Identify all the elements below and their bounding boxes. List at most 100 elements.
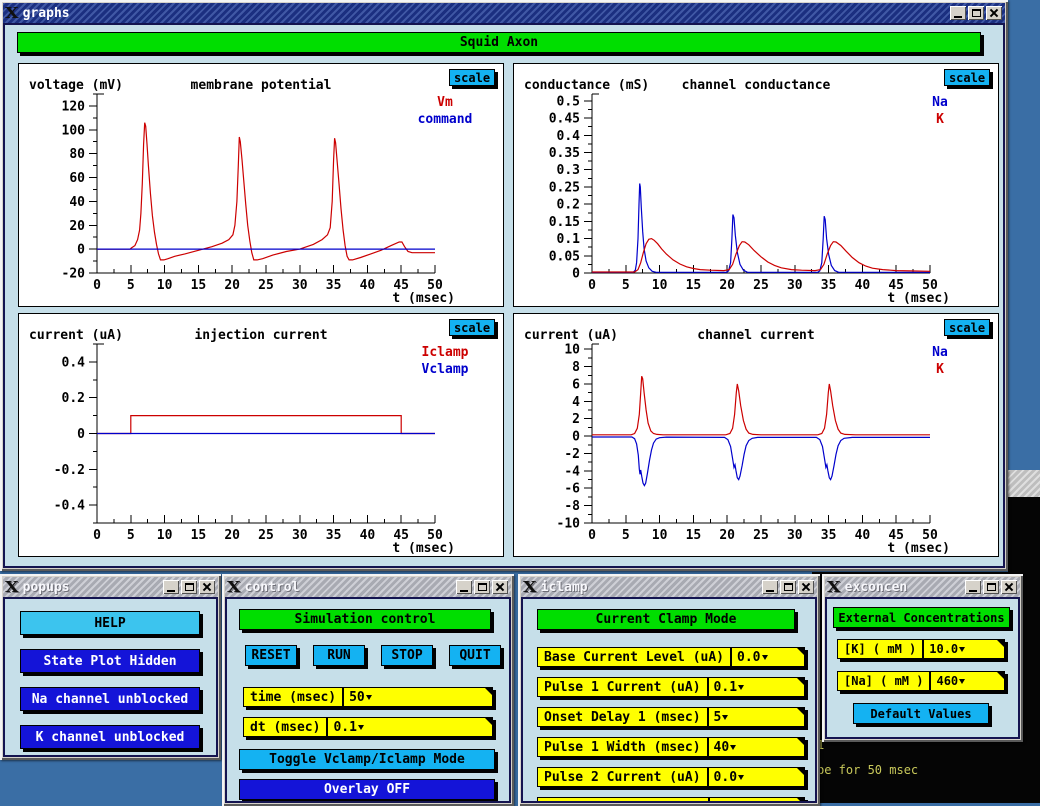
svg-text:-0.2: -0.2 — [54, 463, 85, 478]
pulse2-current-input[interactable]: 0.0 — [708, 768, 805, 786]
stop-button[interactable]: STOP — [381, 645, 433, 666]
base-current-field-row: Base Current Level (uA) 0.0 — [537, 647, 805, 667]
minimize-button[interactable] — [762, 580, 778, 594]
x-logo-icon: X — [827, 577, 841, 596]
na-concentration-input[interactable]: 460 — [931, 672, 1004, 690]
pulse1-current-input[interactable]: 0.1 — [708, 678, 805, 696]
simulation-control-banner: Simulation control — [239, 609, 491, 630]
x-logo-icon: X — [5, 577, 19, 596]
svg-text:0: 0 — [572, 267, 580, 282]
plot-title: channel current — [697, 328, 815, 343]
svg-text:50: 50 — [427, 278, 443, 293]
svg-text:0: 0 — [93, 528, 101, 543]
maximize-button[interactable] — [780, 580, 796, 594]
maximize-button[interactable] — [181, 580, 197, 594]
default-values-button[interactable]: Default Values — [853, 703, 989, 724]
legend-entry-K: K — [936, 112, 944, 127]
help-button[interactable]: HELP — [20, 611, 200, 635]
run-button[interactable]: RUN — [313, 645, 365, 666]
text-caret — [738, 684, 745, 690]
control-window-title: control — [244, 579, 300, 595]
close-button[interactable] — [986, 6, 1002, 20]
text-caret — [761, 654, 768, 660]
exconcen-titlebar[interactable]: X exconcen — [825, 577, 1020, 597]
svg-text:2: 2 — [572, 412, 580, 427]
maximize-icon — [783, 583, 793, 591]
scale-button[interactable]: scale — [449, 69, 495, 86]
k-channel-button[interactable]: K channel unblocked — [20, 725, 200, 749]
popups-window: X popups HELP State Plot Hidden Na chann… — [0, 574, 221, 760]
svg-text:-6: -6 — [564, 482, 580, 497]
svg-text:100: 100 — [62, 123, 86, 138]
control-titlebar[interactable]: X control — [225, 577, 511, 597]
svg-text:10: 10 — [564, 343, 580, 358]
maximize-icon — [477, 583, 487, 591]
legend-entry-Vclamp: Vclamp — [421, 362, 469, 377]
svg-text:t (msec): t (msec) — [392, 291, 455, 306]
svg-text:40: 40 — [360, 278, 376, 293]
scale-button[interactable]: scale — [944, 69, 990, 86]
pulse1-width-input[interactable]: 40 — [708, 738, 805, 756]
k-concentration-input[interactable]: 10.0 — [924, 640, 1004, 658]
x-logo-icon: X — [227, 577, 241, 596]
background-terminal-right — [1008, 497, 1040, 572]
plot-membrane-potential: voltage (mV) membrane potential scale Vm… — [18, 63, 504, 307]
maximize-button[interactable] — [968, 6, 984, 20]
maximize-button[interactable] — [983, 580, 999, 594]
plot-y-axis-label: current (uA) — [29, 328, 123, 343]
base-current-input[interactable]: 0.0 — [732, 648, 804, 666]
na-channel-button[interactable]: Na channel unblocked — [20, 687, 200, 711]
popups-window-content: HELP State Plot Hidden Na channel unbloc… — [3, 597, 218, 757]
svg-text:0: 0 — [588, 528, 596, 543]
svg-text:4: 4 — [572, 395, 580, 410]
scale-button[interactable]: scale — [449, 319, 495, 336]
quit-button[interactable]: QUIT — [449, 645, 501, 666]
graphs-titlebar[interactable]: X graphs — [3, 3, 1005, 23]
minimize-icon — [969, 589, 977, 592]
plot-y-axis-label: current (uA) — [524, 328, 618, 343]
svg-text:5: 5 — [127, 528, 135, 543]
onset-delay1-input[interactable]: 5 — [708, 708, 805, 726]
svg-text:0.3: 0.3 — [557, 163, 580, 178]
onset-delay1-field-row: Onset Delay 1 (msec) 5 — [537, 707, 805, 727]
scale-button[interactable]: scale — [944, 319, 990, 336]
na-concentration-label: [Na] ( mM ) — [838, 672, 930, 690]
close-button[interactable] — [492, 580, 508, 594]
plot-legend: Vm command — [399, 94, 491, 128]
terminal-line-2: be for 50 msec — [817, 763, 919, 777]
maximize-icon — [971, 9, 981, 17]
base-current-label: Base Current Level (uA) — [538, 648, 731, 666]
exconcen-window-content: External Concentrations [K] ( mM ) 10.0 … — [825, 597, 1020, 739]
membrane-potential-chart: 120 100 80 60 40 20 0 -20 0 5 10 15 20 25 30 35 40 45 50t … — [62, 93, 455, 306]
plot-y-axis-label: conductance (mS) — [524, 78, 650, 93]
svg-text:35: 35 — [326, 528, 342, 543]
external-concentrations-banner: External Concentrations — [833, 607, 1010, 628]
plot-legend: Iclamp Vclamp — [399, 344, 491, 378]
svg-text:15: 15 — [686, 278, 702, 293]
svg-text:0.05: 0.05 — [549, 249, 580, 264]
close-button[interactable] — [199, 580, 215, 594]
partial-field-input[interactable] — [710, 798, 804, 801]
state-plot-button[interactable]: State Plot Hidden — [20, 649, 200, 673]
close-button[interactable] — [798, 580, 814, 594]
legend-entry-Iclamp: Iclamp — [421, 345, 469, 360]
text-caret — [365, 694, 372, 700]
close-button[interactable] — [1001, 580, 1017, 594]
text-caret — [722, 714, 729, 720]
overlay-button[interactable]: Overlay OFF — [239, 779, 495, 800]
reset-button[interactable]: RESET — [245, 645, 297, 666]
svg-text:0.2: 0.2 — [557, 198, 580, 213]
svg-text:10: 10 — [652, 278, 668, 293]
minimize-button[interactable] — [163, 580, 179, 594]
dt-field-input[interactable]: 0.1 — [328, 718, 492, 736]
time-field-input[interactable]: 50 — [344, 688, 492, 706]
minimize-button[interactable] — [456, 580, 472, 594]
minimize-button[interactable] — [950, 6, 966, 20]
popups-titlebar[interactable]: X popups — [3, 577, 218, 597]
maximize-button[interactable] — [474, 580, 490, 594]
graphs-window-title: graphs — [22, 5, 70, 21]
svg-text:-2: -2 — [564, 447, 580, 462]
minimize-button[interactable] — [965, 580, 981, 594]
toggle-clamp-mode-button[interactable]: Toggle Vclamp/Iclamp Mode — [239, 749, 495, 770]
iclamp-titlebar[interactable]: X iclamp — [521, 577, 817, 597]
